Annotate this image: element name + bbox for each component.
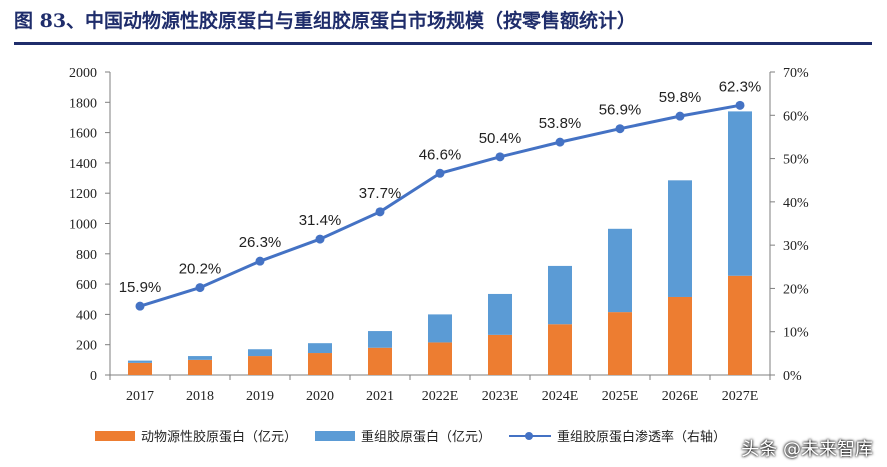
legend-label-recombinant: 重组胶原蛋白（亿元） xyxy=(361,430,492,445)
y-tick-label: 400 xyxy=(76,308,97,323)
x-tick-label: 2022E xyxy=(422,389,459,404)
line-point xyxy=(735,100,745,110)
line-point xyxy=(315,234,325,244)
y-tick-label: 1800 xyxy=(69,96,97,111)
y-tick-label: 0 xyxy=(90,369,97,384)
bar-animal xyxy=(368,347,392,375)
y2-tick-label: 70% xyxy=(783,66,809,81)
line-point xyxy=(435,168,445,178)
data-label: 46.6% xyxy=(419,146,462,163)
x-tick-label: 2017 xyxy=(126,389,154,404)
bar-animal xyxy=(248,356,272,375)
line-point xyxy=(135,301,145,311)
bar-animal xyxy=(188,359,212,375)
y-tick-label: 1600 xyxy=(69,127,97,142)
x-tick-label: 2023E xyxy=(482,389,519,404)
title-rule xyxy=(14,42,872,45)
bar-animal xyxy=(668,296,692,375)
y2-tick-label: 20% xyxy=(783,282,809,297)
x-tick-label: 2020 xyxy=(306,389,334,404)
line-penetration xyxy=(139,103,741,308)
bar-recombinant xyxy=(248,349,272,357)
legend-swatch-animal xyxy=(95,430,135,441)
data-label: 53.8% xyxy=(539,115,582,132)
data-label: 56.9% xyxy=(599,102,642,119)
legend-item-animal: 动物源性胶原蛋白（亿元） xyxy=(95,426,297,445)
y2-tick-label: 60% xyxy=(783,109,809,124)
data-label: 50.4% xyxy=(479,130,522,147)
y-tick-label: 1400 xyxy=(69,157,97,172)
x-tick-label: 2019 xyxy=(246,389,274,404)
bar-recombinant xyxy=(488,293,512,335)
data-label: 31.4% xyxy=(299,212,342,229)
data-label: 37.7% xyxy=(359,185,402,202)
y-tick-label: 2000 xyxy=(69,66,97,81)
bar-recombinant xyxy=(608,228,632,313)
legend-swatch-penetration xyxy=(509,431,552,441)
bar-animal xyxy=(428,342,452,375)
bar-recombinant xyxy=(668,180,692,297)
line-point xyxy=(675,111,685,121)
y-tick-label: 1200 xyxy=(69,187,97,202)
line-point xyxy=(255,256,265,266)
legend-swatch-recombinant xyxy=(315,430,356,441)
legend-label-animal: 动物源性胶原蛋白（亿元） xyxy=(141,430,298,445)
watermark: 头条 @未来智库 xyxy=(741,439,873,460)
y-tick-label: 200 xyxy=(76,339,97,354)
x-tick-label: 2021 xyxy=(366,389,394,404)
bar-animal xyxy=(128,362,152,375)
x-tick-label: 2025E xyxy=(602,389,639,404)
y2-tick-label: 30% xyxy=(783,239,809,254)
y2-tick-label: 40% xyxy=(783,196,809,211)
bar-animal xyxy=(608,312,632,375)
line-point xyxy=(375,207,385,217)
line-point xyxy=(495,152,505,162)
bar-animal xyxy=(308,353,332,375)
line-point xyxy=(195,283,205,293)
y-tick-label: 1000 xyxy=(69,218,97,233)
bar-recombinant xyxy=(548,265,572,325)
bar-animal xyxy=(548,324,572,375)
data-label: 20.2% xyxy=(179,261,222,278)
bar-animal xyxy=(728,275,752,375)
line-point xyxy=(615,124,625,134)
bar-recombinant xyxy=(308,343,332,354)
legend-item-recombinant: 重组胶原蛋白（亿元） xyxy=(315,426,491,445)
legend-item-penetration: 重组胶原蛋白渗透率（右轴） xyxy=(509,426,726,445)
y-tick-label: 600 xyxy=(76,278,97,293)
legend-label-penetration: 重组胶原蛋白渗透率（右轴） xyxy=(557,430,727,445)
y2-tick-label: 50% xyxy=(783,153,809,168)
legend: 动物源性胶原蛋白（亿元） 重组胶原蛋白（亿元） 重组胶原蛋白渗透率（右轴） xyxy=(95,426,744,445)
line-point xyxy=(555,137,565,147)
data-label: 15.9% xyxy=(119,279,162,296)
x-tick-label: 2018 xyxy=(186,389,214,404)
bar-animal xyxy=(488,334,512,375)
bar-recombinant xyxy=(128,360,152,363)
x-tick-label: 2024E xyxy=(542,389,579,404)
bar-recombinant xyxy=(188,356,212,360)
bar-recombinant xyxy=(728,111,752,276)
data-label: 26.3% xyxy=(239,234,282,251)
y-tick-label: 800 xyxy=(76,248,97,263)
y2-tick-label: 0% xyxy=(783,369,802,384)
y2-tick-label: 10% xyxy=(783,326,809,341)
bar-recombinant xyxy=(428,314,452,343)
x-tick-label: 2026E xyxy=(662,389,699,404)
x-tick-label: 2027E xyxy=(722,389,759,404)
data-label: 59.8% xyxy=(659,89,702,106)
data-label: 62.3% xyxy=(719,78,762,95)
chart-title: 图 83、中国动物源性胶原蛋白与重组胶原蛋白市场规模（按零售额统计） xyxy=(14,10,637,32)
bar-recombinant xyxy=(368,331,392,348)
